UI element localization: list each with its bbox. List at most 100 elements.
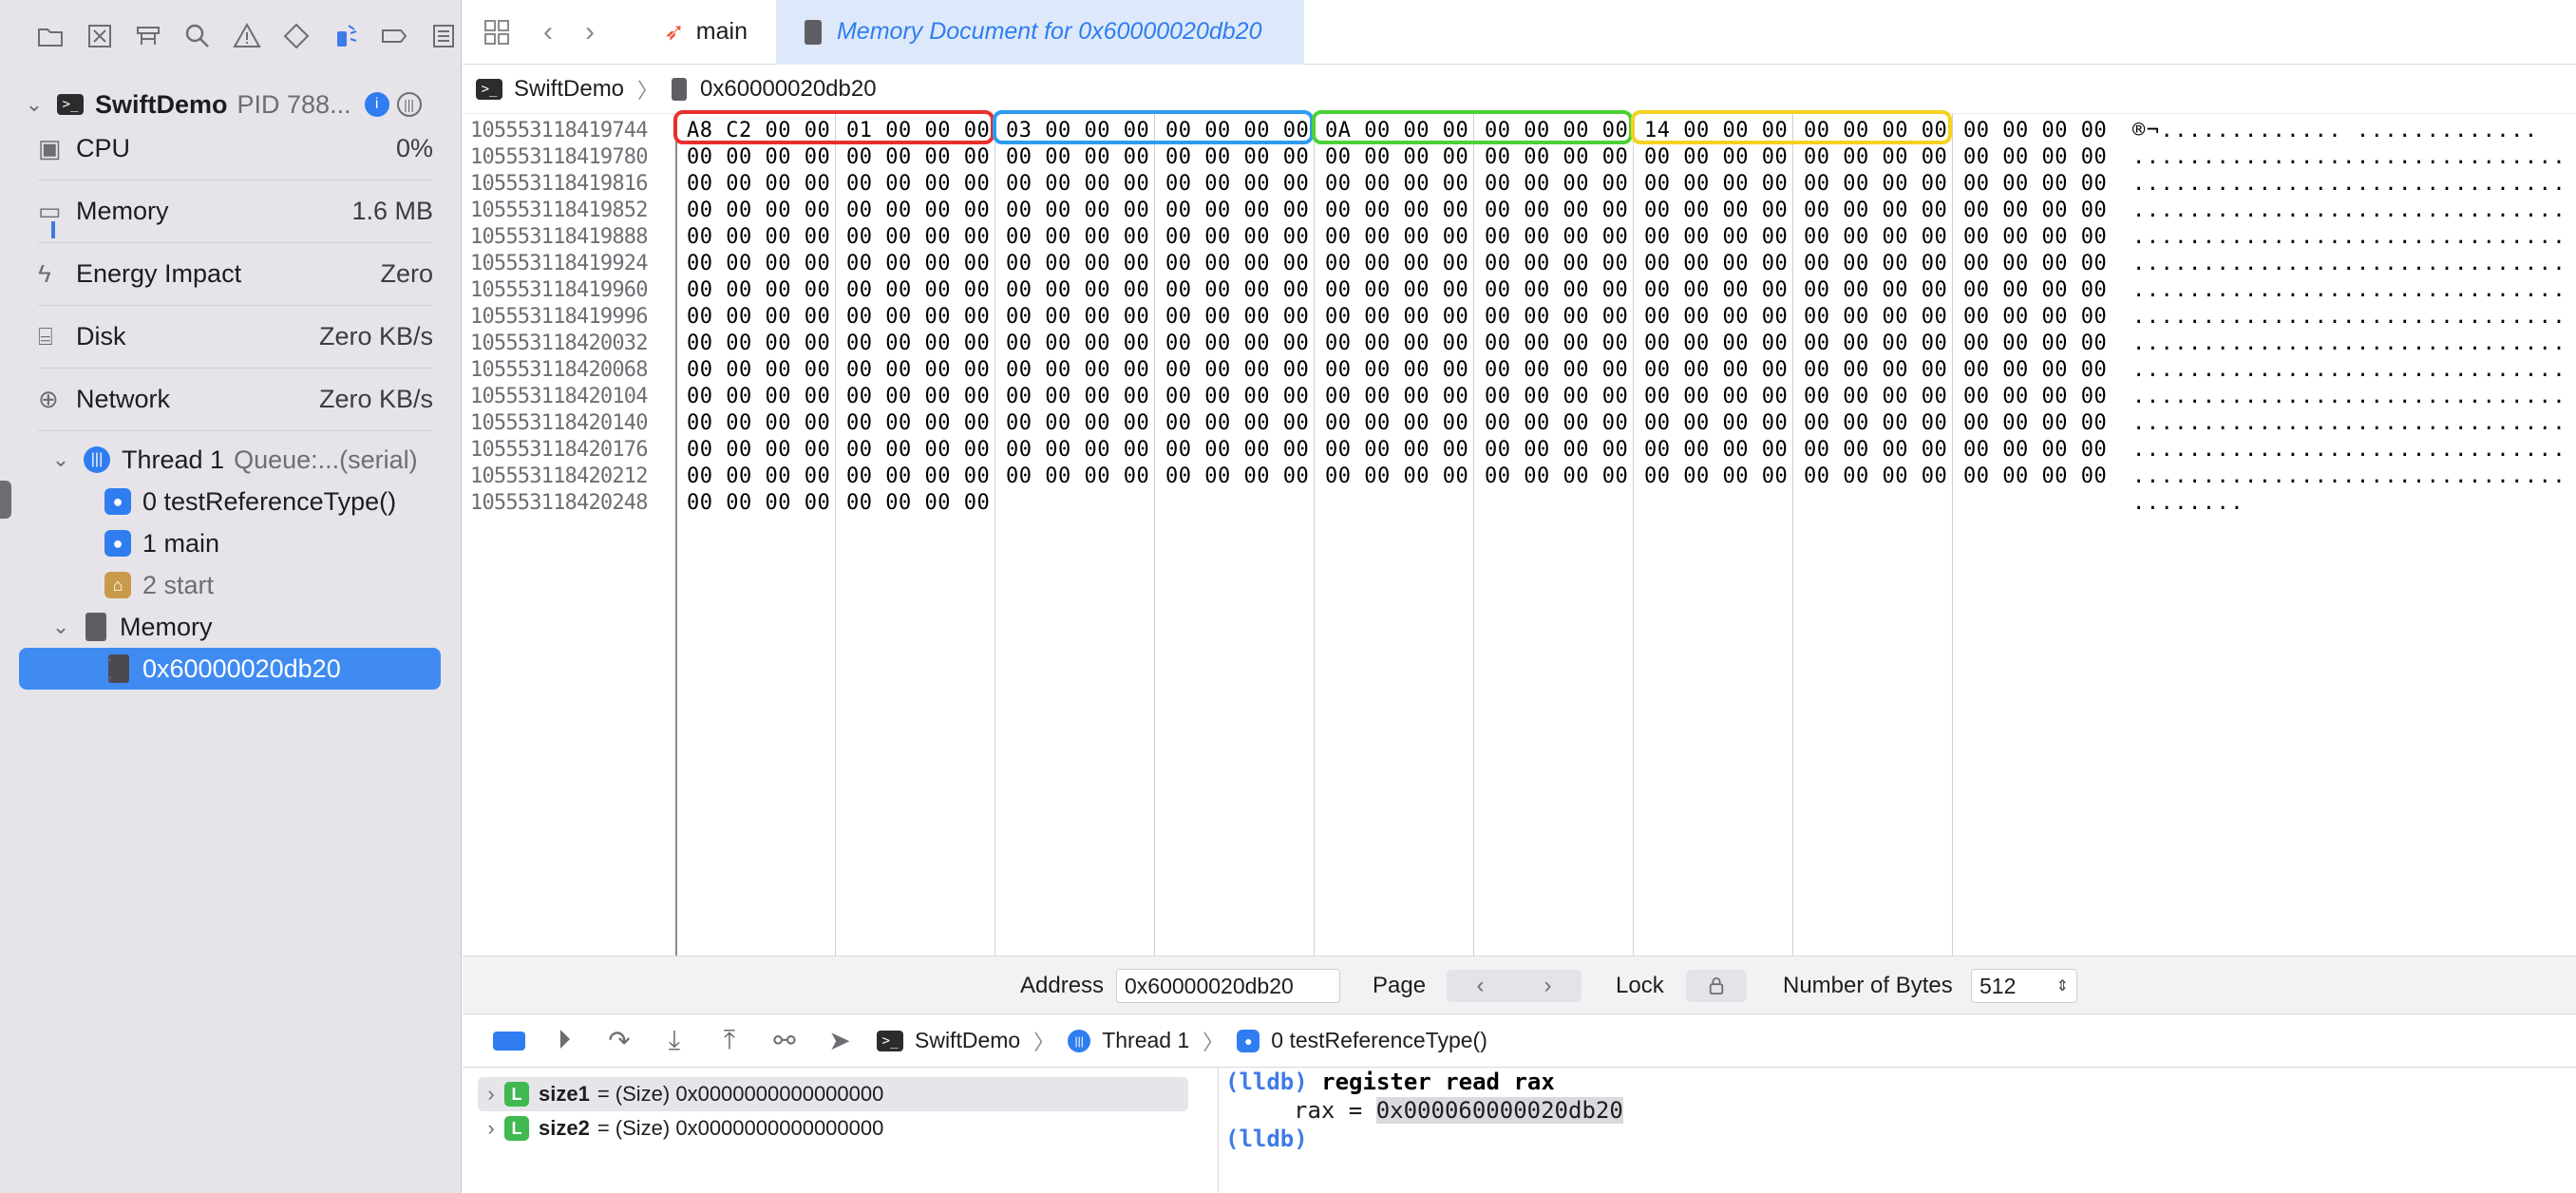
stack-frame-0[interactable]: ● 0 testReferenceType()	[0, 481, 462, 522]
info-icon[interactable]: i	[364, 92, 389, 117]
hex-group[interactable]: 00 00 00 00	[1325, 145, 1469, 169]
hex-group[interactable]: 0A 00 00 00	[1325, 119, 1469, 142]
hex-group[interactable]: 00 00 00 00	[1485, 172, 1629, 196]
hex-group[interactable]: 00 00 00 00	[1165, 252, 1310, 275]
hex-group[interactable]: 00 00 00 00	[1165, 119, 1310, 142]
hex-group[interactable]: 00 00 00 00	[1165, 225, 1310, 249]
hex-group[interactable]: 00 00 00 00	[1325, 331, 1469, 355]
hex-group[interactable]: 00 00 00 00	[1485, 358, 1629, 382]
hex-group[interactable]: 00 00 00 00	[1644, 225, 1789, 249]
hex-group[interactable]: 00 00 00 00	[1485, 385, 1629, 408]
hex-group[interactable]: 00 00 00 00	[1165, 358, 1310, 382]
variable-row[interactable]: › L size2 = (Size) 0x0000000000000000	[478, 1111, 1188, 1146]
address-field[interactable]: 0x60000020db20	[1116, 969, 1340, 1003]
hex-group[interactable]: 00 00 00 00	[1485, 252, 1629, 275]
hex-group[interactable]: 00 00 00 00	[687, 385, 831, 408]
hex-group[interactable]: 00 00 00 00	[687, 305, 831, 329]
next-page-icon[interactable]: ›	[1544, 973, 1552, 998]
hex-group[interactable]: 00 00 00 00	[1963, 119, 2108, 142]
hex-group[interactable]: 00 00 00 00	[1165, 199, 1310, 222]
thread-row[interactable]: ⌄ ||| Thread 1 Queue:...(serial)	[0, 439, 462, 481]
hex-group[interactable]: 00 00 00 00	[1325, 464, 1469, 488]
hex-group[interactable]: 00 00 00 00	[1963, 411, 2108, 435]
tab-main[interactable]: ➶ main	[635, 0, 776, 65]
hex-group[interactable]: 00 00 00 00	[1325, 438, 1469, 462]
report-icon[interactable]	[426, 15, 462, 57]
hex-group[interactable]: 00 00 00 00	[1325, 172, 1469, 196]
hex-group[interactable]: 00 00 00 00	[1325, 305, 1469, 329]
hex-group[interactable]: 00 00 00 00	[1485, 119, 1629, 142]
hex-group[interactable]: 00 00 00 00	[1644, 305, 1789, 329]
hex-group[interactable]: 00 00 00 00	[1804, 331, 1948, 355]
hex-group[interactable]: 00 00 00 00	[1804, 438, 1948, 462]
hex-group[interactable]: 00 00 00 00	[846, 145, 991, 169]
hex-group[interactable]: 00 00 00 00	[1644, 331, 1789, 355]
hex-group[interactable]: 00 00 00 00	[1963, 464, 2108, 488]
folder-icon[interactable]	[32, 15, 68, 57]
debug-view-hierarchy-icon[interactable]: ⚯	[773, 1026, 796, 1055]
hex-group[interactable]: 00 00 00 00	[1485, 331, 1629, 355]
hex-group[interactable]: 00 00 00 00	[687, 358, 831, 382]
gauge-disk[interactable]: ⌸ Disk Zero KB/s	[38, 306, 433, 369]
hex-group[interactable]: 00 00 00 00	[1006, 438, 1150, 462]
jumpbar-project[interactable]: SwiftDemo	[514, 75, 625, 102]
test-icon[interactable]	[278, 15, 314, 57]
hex-group[interactable]: 00 00 00 00	[687, 172, 831, 196]
hex-group[interactable]: 00 00 00 00	[846, 331, 991, 355]
gauge-cpu[interactable]: ▣ CPU 0%	[38, 118, 433, 180]
hex-group[interactable]: 00 00 00 00	[1165, 411, 1310, 435]
hex-group[interactable]: 00 00 00 00	[1006, 225, 1150, 249]
chevron-right-icon[interactable]: ›	[487, 1082, 495, 1106]
hex-group[interactable]: 00 00 00 00	[846, 225, 991, 249]
hex-group[interactable]: 00 00 00 00	[1804, 199, 1948, 222]
hex-group[interactable]: 00 00 00 00	[1963, 252, 2108, 275]
hex-group[interactable]: 00 00 00 00	[1963, 358, 2108, 382]
hex-group[interactable]: 00 00 00 00	[687, 199, 831, 222]
hex-group[interactable]: 00 00 00 00	[1963, 225, 2108, 249]
hex-group[interactable]: 00 00 00 00	[687, 145, 831, 169]
hex-group[interactable]: 00 00 00 00	[687, 252, 831, 275]
hex-group[interactable]: 00 00 00 00	[1006, 145, 1150, 169]
hex-group[interactable]: 00 00 00 00	[1165, 305, 1310, 329]
hex-group[interactable]: 00 00 00 00	[687, 438, 831, 462]
hex-group[interactable]: 00 00 00 00	[846, 252, 991, 275]
chevron-down-icon[interactable]: ⌄	[51, 447, 70, 471]
forward-chevron-icon[interactable]: ›	[585, 15, 595, 47]
hex-group[interactable]: 00 00 00 00	[1165, 438, 1310, 462]
variable-row[interactable]: › L size1 = (Size) 0x0000000000000000	[478, 1077, 1188, 1111]
hex-group[interactable]: A8 C2 00 00	[687, 119, 831, 142]
location-icon[interactable]: ➤	[828, 1026, 851, 1055]
find-icon[interactable]	[180, 15, 216, 57]
breakpoints-toggle[interactable]	[482, 1020, 537, 1062]
memory-item-row[interactable]: 0x60000020db20	[0, 648, 462, 690]
process-row[interactable]: ⌄ >_ SwiftDemo PID 788... i |||	[0, 84, 462, 125]
hex-group[interactable]: 00 00 00 00	[687, 411, 831, 435]
hex-group[interactable]: 00 00 00 00	[1644, 252, 1789, 275]
chevron-down-icon[interactable]: ⌄	[51, 615, 70, 638]
step-into-icon[interactable]: ⤓	[668, 1025, 681, 1054]
hex-group[interactable]: 00 00 00 00	[846, 464, 991, 488]
hex-group[interactable]: 00 00 00 00	[1006, 385, 1150, 408]
hex-group[interactable]: 00 00 00 00	[1006, 331, 1150, 355]
gauge-network[interactable]: ⊕ Network Zero KB/s	[38, 369, 433, 431]
hex-group[interactable]: 00 00 00 00	[1006, 411, 1150, 435]
hex-group[interactable]: 00 00 00 00	[1485, 145, 1629, 169]
debug-icon[interactable]	[328, 15, 364, 57]
hex-group[interactable]: 00 00 00 00	[687, 278, 831, 302]
hex-group[interactable]: 00 00 00 00	[1006, 278, 1150, 302]
hex-group[interactable]: 00 00 00 00	[1006, 358, 1150, 382]
hex-group[interactable]: 00 00 00 00	[1804, 145, 1948, 169]
hex-group[interactable]: 00 00 00 00	[1006, 199, 1150, 222]
debug-thread[interactable]: Thread 1	[1102, 1028, 1190, 1052]
hex-group[interactable]: 00 00 00 00	[1804, 278, 1948, 302]
stack-frame-2[interactable]: ⌂ 2 start	[0, 564, 462, 606]
hex-group[interactable]: 00 00 00 00	[687, 331, 831, 355]
resize-handle[interactable]	[0, 481, 11, 519]
debug-project[interactable]: SwiftDemo	[915, 1028, 1021, 1052]
step-out-icon[interactable]: ⤒	[723, 1025, 736, 1054]
hex-group[interactable]: 00 00 00 00	[1485, 199, 1629, 222]
hex-group[interactable]: 00 00 00 00	[1165, 172, 1310, 196]
threads-icon[interactable]: |||	[396, 92, 422, 117]
hex-group[interactable]: 00 00 00 00	[1325, 225, 1469, 249]
hex-group[interactable]: 00 00 00 00	[1804, 172, 1948, 196]
